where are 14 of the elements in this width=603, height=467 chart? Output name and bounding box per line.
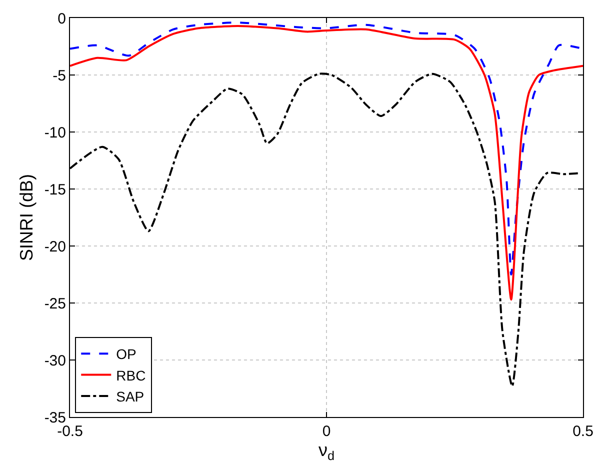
y-tick-label: -20 [44, 238, 66, 256]
y-tick-label: -30 [44, 352, 66, 370]
x-tick-label: 0.5 [572, 423, 594, 440]
y-tick-label: -10 [44, 124, 66, 142]
y-tick-label: -15 [44, 181, 66, 198]
legend-label: SAP [116, 388, 144, 404]
y-tick-label: 0 [58, 10, 66, 28]
legend-label: RBC [116, 367, 146, 384]
x-axis-title: ν$_{d}$ [318, 440, 335, 463]
x-tick-label: 0 [322, 423, 331, 440]
legend-label: OP [116, 346, 136, 362]
y-tick-label: -5 [52, 67, 66, 84]
y-axis-title: SINRI (dB) [16, 174, 37, 262]
y-tick-label: -25 [44, 295, 66, 312]
